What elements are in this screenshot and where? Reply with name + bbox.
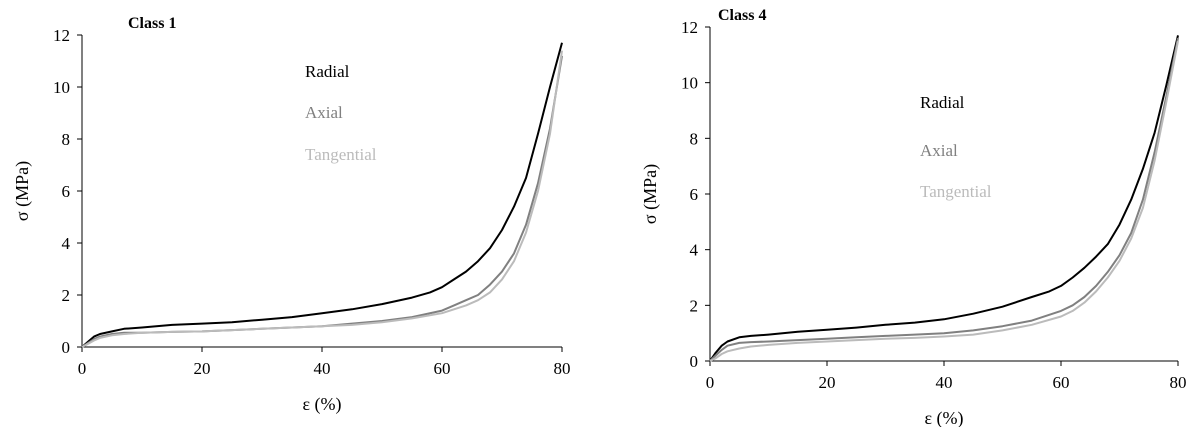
- chart-class-1-svg: 0 2 4 6 8 10 12 0 20 40 60 80 ε (%) σ (MPa) Class 1 Rad…: [12, 15, 571, 415]
- legend-label-tangential: Tangential: [305, 145, 377, 164]
- y-tick-label: 6: [690, 185, 699, 204]
- x-tick-label: 40: [936, 373, 953, 392]
- x-tick-label: 0: [706, 373, 715, 392]
- series-line-radial: [81, 42, 563, 348]
- x-tick-label: 0: [78, 359, 87, 378]
- series-line-tangential: [709, 40, 1179, 362]
- x-tick-label: 80: [554, 359, 571, 378]
- y-axis-title: σ (MPa): [12, 161, 33, 221]
- x-tick-label: 20: [819, 373, 836, 392]
- legend-label-axial: Axial: [305, 103, 343, 122]
- y-tick-label: 8: [690, 129, 699, 148]
- y-tick-label: 4: [62, 234, 71, 253]
- legend-label-tangential: Tangential: [920, 182, 992, 201]
- chart-title: Class 1: [128, 15, 176, 32]
- series-line-radial: [709, 35, 1179, 362]
- y-tick-label: 2: [690, 296, 699, 315]
- y-tick-label: 0: [62, 338, 71, 357]
- y-tick-label: 4: [690, 241, 699, 260]
- y-tick-label: 0: [690, 352, 699, 371]
- series-line-tangential: [81, 50, 563, 348]
- y-tick-label: 12: [681, 18, 698, 37]
- x-tick-label: 40: [314, 359, 331, 378]
- y-tick-label: 10: [681, 74, 698, 93]
- y-tick-label: 6: [62, 182, 71, 201]
- x-axis-title: ε (%): [302, 394, 341, 415]
- x-tick-label: 60: [434, 359, 451, 378]
- chart-class-1: 0 2 4 6 8 10 12 0 20 40 60 80 ε (%) σ (MPa) Class 1 Rad…: [0, 0, 600, 427]
- y-tick-label: 12: [53, 26, 70, 45]
- y-axis-title: σ (MPa): [640, 164, 661, 224]
- chart-class-4: 0 2 4 6 8 10 12 0 20 40 60 80 ε (%) σ (MPa) Class 4 Rad…: [600, 0, 1191, 429]
- x-tick-label: 20: [194, 359, 211, 378]
- legend-label-radial: Radial: [305, 62, 350, 81]
- x-axis-title: ε (%): [924, 408, 963, 427]
- series-line-axial: [709, 37, 1179, 362]
- x-tick-label: 60: [1053, 373, 1070, 392]
- chart-class-4-svg: 0 2 4 6 8 10 12 0 20 40 60 80 ε (%) σ (MPa) Class 4 Rad…: [640, 7, 1187, 429]
- y-tick-label: 8: [62, 130, 71, 149]
- y-tick-label: 2: [62, 286, 71, 305]
- y-tick-label: 10: [53, 78, 70, 97]
- legend-label-axial: Axial: [920, 141, 958, 160]
- x-tick-label: 80: [1170, 373, 1187, 392]
- series-line-axial: [81, 55, 563, 348]
- legend-label-radial: Radial: [920, 93, 965, 112]
- chart-title: Class 4: [718, 7, 766, 24]
